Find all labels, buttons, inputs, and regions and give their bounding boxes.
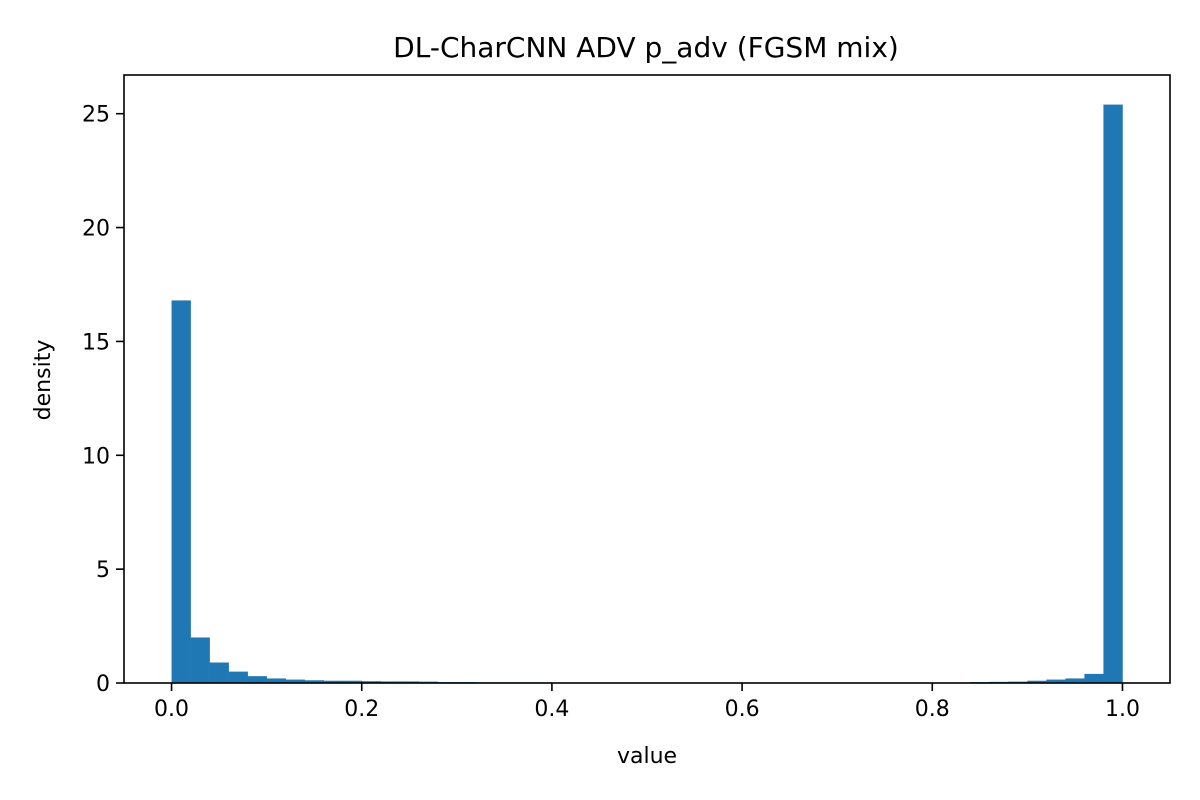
x-tick-label: 1.0 <box>1105 697 1140 722</box>
histogram-bar <box>1103 104 1123 684</box>
x-tick-label: 0.6 <box>725 697 760 722</box>
y-tick-label: 0 <box>96 672 110 697</box>
histogram-bar <box>247 676 267 683</box>
x-axis-ticks: 0.0 0.2 0.4 0.6 0.8 1.0 <box>154 683 1140 722</box>
histogram-bar <box>1046 679 1066 683</box>
histogram-bar <box>323 680 344 683</box>
y-axis-ticks: 0 5 10 15 20 25 <box>82 103 124 697</box>
chart-title: DL-CharCNN ADV p_adv (FGSM mix) <box>393 31 899 64</box>
plot-frame <box>123 74 1171 684</box>
x-axis-label: value <box>617 744 677 769</box>
histogram-bar <box>209 662 229 683</box>
histogram-bar <box>1027 680 1047 683</box>
y-axis-label: density <box>31 340 56 421</box>
histogram-bar <box>304 680 324 683</box>
histogram-bar <box>228 671 248 683</box>
histogram-bar <box>342 680 363 683</box>
x-tick-label: 0.8 <box>915 697 950 722</box>
x-tick-label: 0.2 <box>344 697 379 722</box>
y-tick-label: 20 <box>82 217 110 242</box>
histogram-bar <box>361 681 382 683</box>
histogram-bar <box>285 679 305 683</box>
bars-group <box>171 104 1123 684</box>
histogram-bar <box>190 637 210 683</box>
y-tick-label: 10 <box>82 444 110 469</box>
histogram-bar <box>1084 673 1104 683</box>
histogram-bar <box>266 678 286 683</box>
x-tick-label: 0.4 <box>534 697 569 722</box>
histogram-bar <box>1065 678 1085 683</box>
histogram-bar <box>171 300 191 683</box>
x-tick-label: 0.0 <box>154 697 189 722</box>
y-tick-label: 15 <box>82 330 110 355</box>
y-tick-label: 5 <box>96 558 110 583</box>
y-tick-label: 25 <box>82 103 110 128</box>
